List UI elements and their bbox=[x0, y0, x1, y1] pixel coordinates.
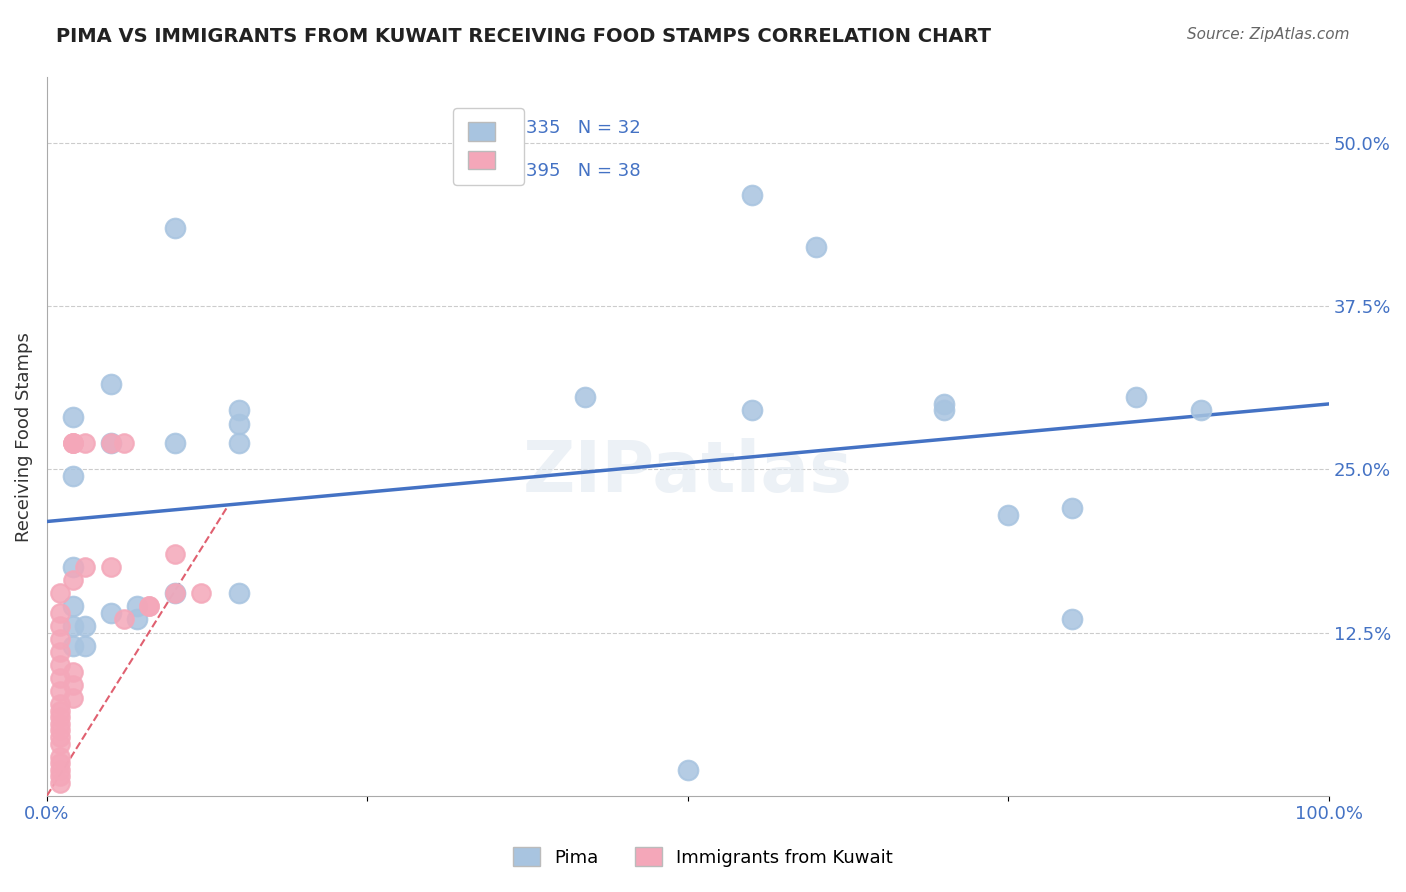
Point bbox=[165, 547, 187, 561]
Point bbox=[1189, 403, 1212, 417]
Point bbox=[48, 632, 70, 646]
Point bbox=[62, 690, 84, 705]
Point bbox=[62, 678, 84, 692]
Point bbox=[934, 403, 956, 417]
Point bbox=[574, 391, 596, 405]
Point bbox=[100, 436, 122, 450]
Point bbox=[48, 763, 70, 777]
Point bbox=[48, 704, 70, 718]
Text: R = 0.335   N = 32: R = 0.335 N = 32 bbox=[470, 119, 641, 136]
Point bbox=[997, 508, 1019, 522]
Point bbox=[48, 698, 70, 712]
Legend: , : , bbox=[453, 108, 523, 185]
Point bbox=[1062, 612, 1084, 626]
Point bbox=[190, 586, 212, 600]
Point bbox=[741, 188, 763, 202]
Y-axis label: Receiving Food Stamps: Receiving Food Stamps bbox=[15, 332, 32, 541]
Point bbox=[125, 599, 148, 614]
Point bbox=[165, 220, 187, 235]
Point bbox=[48, 775, 70, 789]
Point bbox=[48, 749, 70, 764]
Text: PIMA VS IMMIGRANTS FROM KUWAIT RECEIVING FOOD STAMPS CORRELATION CHART: PIMA VS IMMIGRANTS FROM KUWAIT RECEIVING… bbox=[56, 27, 991, 45]
Point bbox=[48, 756, 70, 771]
Point bbox=[48, 723, 70, 738]
Point bbox=[112, 612, 135, 626]
Point bbox=[48, 586, 70, 600]
Point bbox=[62, 619, 84, 633]
Point bbox=[228, 586, 250, 600]
Point bbox=[62, 599, 84, 614]
Point bbox=[741, 403, 763, 417]
Point bbox=[48, 619, 70, 633]
Point bbox=[48, 769, 70, 783]
Text: ZIPatlas: ZIPatlas bbox=[523, 438, 853, 507]
Point bbox=[48, 645, 70, 659]
Point bbox=[48, 684, 70, 698]
Point bbox=[62, 436, 84, 450]
Text: Source: ZipAtlas.com: Source: ZipAtlas.com bbox=[1187, 27, 1350, 42]
Point bbox=[75, 436, 97, 450]
Point bbox=[100, 436, 122, 450]
Point bbox=[804, 240, 827, 254]
Point bbox=[165, 436, 187, 450]
Point bbox=[75, 639, 97, 653]
Point bbox=[100, 377, 122, 392]
Point bbox=[48, 730, 70, 744]
Point bbox=[1062, 501, 1084, 516]
Point bbox=[75, 619, 97, 633]
Point bbox=[48, 658, 70, 673]
Point bbox=[62, 468, 84, 483]
Point bbox=[100, 606, 122, 620]
Point bbox=[48, 737, 70, 751]
Point bbox=[62, 639, 84, 653]
Point bbox=[62, 436, 84, 450]
Point bbox=[100, 560, 122, 574]
Point bbox=[676, 763, 699, 777]
Point bbox=[1125, 391, 1147, 405]
Text: R = 0.395   N = 38: R = 0.395 N = 38 bbox=[470, 161, 641, 180]
Point bbox=[62, 560, 84, 574]
Legend: Pima, Immigrants from Kuwait: Pima, Immigrants from Kuwait bbox=[506, 840, 900, 874]
Point bbox=[62, 409, 84, 424]
Point bbox=[228, 417, 250, 431]
Point bbox=[62, 574, 84, 588]
Point bbox=[125, 612, 148, 626]
Point bbox=[75, 560, 97, 574]
Point bbox=[228, 403, 250, 417]
Point bbox=[62, 665, 84, 679]
Point bbox=[934, 397, 956, 411]
Point bbox=[228, 436, 250, 450]
Point bbox=[62, 436, 84, 450]
Point bbox=[48, 717, 70, 731]
Point bbox=[48, 606, 70, 620]
Point bbox=[165, 586, 187, 600]
Point bbox=[48, 671, 70, 685]
Point bbox=[48, 710, 70, 724]
Point bbox=[165, 586, 187, 600]
Point bbox=[112, 436, 135, 450]
Point bbox=[138, 599, 160, 614]
Point bbox=[138, 599, 160, 614]
